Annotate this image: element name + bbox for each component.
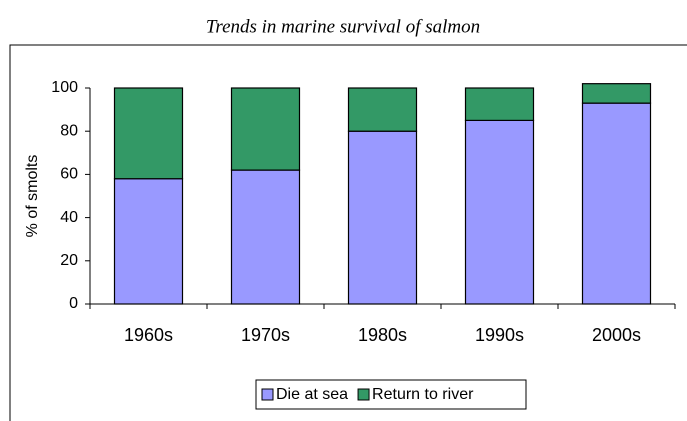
bar-segment: [464, 119, 535, 305]
legend-label: Return to river: [372, 386, 474, 403]
y-tick-label: 100: [51, 79, 78, 96]
y-tick-label: 0: [69, 295, 78, 312]
x-tick-label: 1980s: [358, 325, 407, 345]
y-tick-label: 40: [60, 209, 78, 226]
bar-segment: [347, 130, 418, 305]
x-tick-label: 1960s: [124, 325, 173, 345]
bar-segment: [464, 87, 535, 122]
bar-segment: [113, 87, 184, 180]
chart-border: [9, 44, 687, 421]
bar-segment: [581, 83, 652, 104]
y-tick-label: 20: [60, 252, 78, 269]
y-axis-label: % of smolts: [24, 155, 41, 238]
bar-segment: [347, 87, 418, 132]
bar-segment: [230, 87, 301, 171]
y-tick-label: 80: [60, 122, 78, 139]
bar-segment: [581, 102, 652, 305]
y-tick-label: 60: [60, 166, 78, 183]
chart-title: Trends in marine survival of salmon: [206, 16, 480, 37]
legend-swatch: [261, 388, 274, 401]
legend-swatch: [357, 388, 370, 401]
x-tick-label: 1990s: [475, 325, 524, 345]
legend-label: Die at sea: [276, 386, 348, 403]
x-tick-label: 2000s: [592, 325, 641, 345]
bar-segment: [230, 169, 301, 305]
legend-box: [255, 379, 527, 410]
bar-segment: [113, 178, 184, 305]
x-tick-label: 1970s: [241, 325, 290, 345]
